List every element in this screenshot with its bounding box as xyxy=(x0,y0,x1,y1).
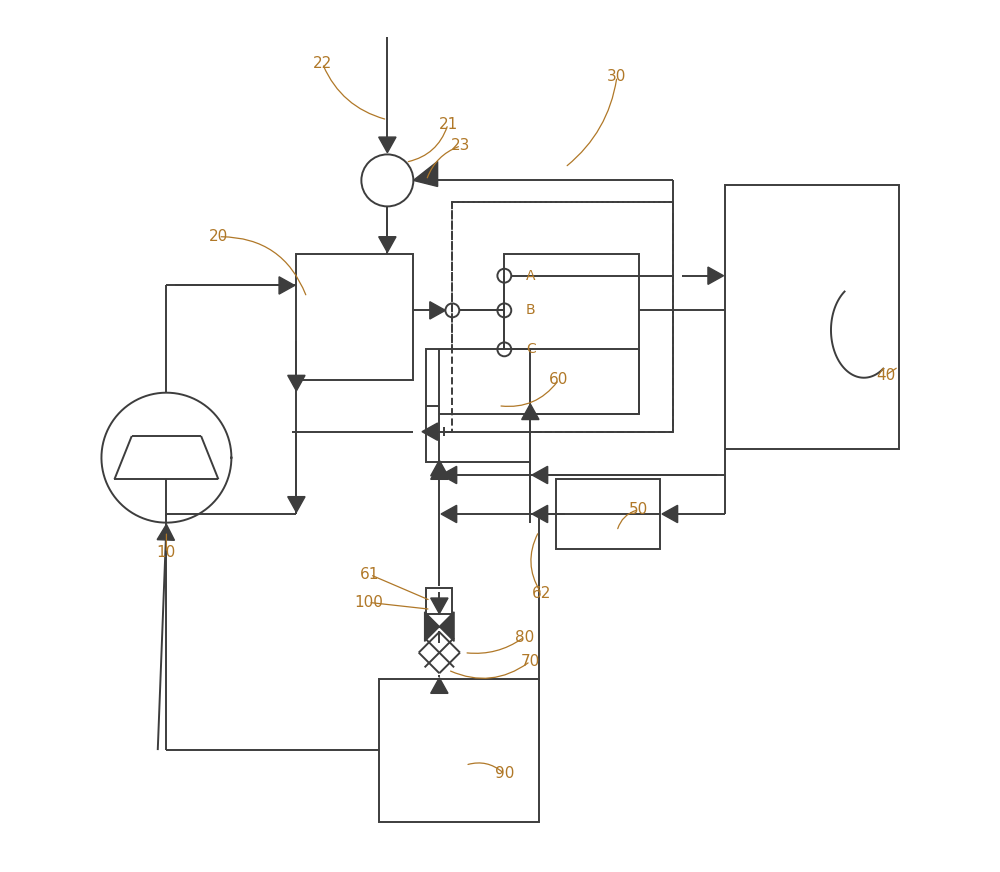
Polygon shape xyxy=(439,612,454,641)
Text: 60: 60 xyxy=(549,372,569,387)
Polygon shape xyxy=(431,464,448,480)
Text: 10: 10 xyxy=(157,546,176,561)
Text: 30: 30 xyxy=(607,69,627,84)
Polygon shape xyxy=(288,375,305,391)
Polygon shape xyxy=(288,497,305,512)
Text: 50: 50 xyxy=(629,502,648,517)
Text: 62: 62 xyxy=(532,586,551,601)
Polygon shape xyxy=(431,460,448,476)
Polygon shape xyxy=(662,505,678,522)
Text: 100: 100 xyxy=(354,595,383,610)
Polygon shape xyxy=(441,505,457,522)
Polygon shape xyxy=(431,598,448,614)
Polygon shape xyxy=(379,236,396,252)
Polygon shape xyxy=(425,612,439,641)
Bar xyxy=(725,185,899,449)
Bar xyxy=(556,480,660,548)
Text: A: A xyxy=(526,269,535,283)
Polygon shape xyxy=(279,276,295,294)
Bar xyxy=(426,588,452,614)
Text: C: C xyxy=(526,343,536,357)
Bar xyxy=(296,254,413,379)
Text: 22: 22 xyxy=(313,56,332,71)
Text: 90: 90 xyxy=(495,766,514,781)
Text: 20: 20 xyxy=(209,229,228,244)
Polygon shape xyxy=(413,161,438,187)
Polygon shape xyxy=(708,267,724,284)
Text: 70: 70 xyxy=(521,654,540,669)
Text: 61: 61 xyxy=(360,567,380,582)
Polygon shape xyxy=(532,467,548,484)
Text: 80: 80 xyxy=(515,630,534,644)
Polygon shape xyxy=(431,678,448,693)
Text: 21: 21 xyxy=(438,117,458,132)
Bar xyxy=(426,350,530,462)
Polygon shape xyxy=(157,524,174,541)
Bar xyxy=(504,254,639,414)
Polygon shape xyxy=(441,467,457,484)
Text: 23: 23 xyxy=(451,139,471,153)
Polygon shape xyxy=(430,302,445,319)
Polygon shape xyxy=(532,505,548,522)
Polygon shape xyxy=(522,404,539,419)
Polygon shape xyxy=(379,137,396,153)
Text: 40: 40 xyxy=(876,368,895,383)
Text: B: B xyxy=(526,303,536,317)
Bar xyxy=(452,202,673,432)
Polygon shape xyxy=(422,423,438,440)
Bar xyxy=(379,678,539,821)
